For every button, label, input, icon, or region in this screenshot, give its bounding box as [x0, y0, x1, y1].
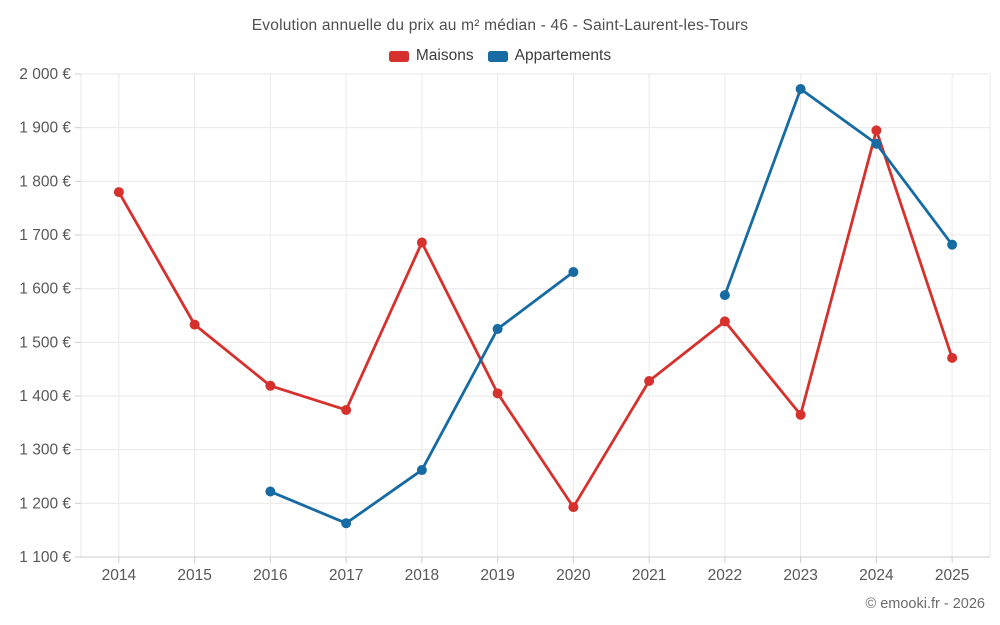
y-tick-label: 1 100 €: [19, 549, 71, 566]
data-point-appartements-2025[interactable]: [947, 239, 958, 250]
x-tick-label: 2021: [632, 567, 666, 584]
y-tick-label: 1 800 €: [19, 173, 71, 190]
legend-label-appartements: Appartements: [514, 47, 612, 64]
x-tick-label: 2017: [329, 567, 363, 584]
x-tick-label: 2019: [480, 567, 514, 584]
data-point-maisons-2018[interactable]: [416, 237, 427, 248]
data-point-appartements-2023[interactable]: [795, 84, 806, 95]
series-line-maisons: [117, 128, 954, 509]
y-tick-label: 1 500 €: [19, 334, 71, 351]
data-point-maisons-2022[interactable]: [719, 316, 730, 327]
data-point-appartements-2016[interactable]: [265, 486, 276, 497]
y-tick-label: 1 200 €: [19, 495, 71, 512]
legend-item-maisons[interactable]: Maisons: [388, 47, 474, 65]
chart-title: Evolution annuelle du prix au m² médian …: [251, 17, 749, 34]
y-tick-label: 2 000 €: [19, 66, 71, 83]
data-point-maisons-2014[interactable]: [113, 187, 124, 198]
data-point-appartements-2022[interactable]: [719, 290, 730, 301]
data-point-maisons-2017[interactable]: [341, 404, 352, 415]
x-tick-label: 2025: [935, 567, 969, 584]
data-point-appartements-2020[interactable]: [568, 267, 579, 278]
data-point-appartements-2024[interactable]: [871, 138, 882, 149]
data-point-maisons-2020[interactable]: [568, 502, 579, 513]
copyright-footer: © emooki.fr - 2026: [865, 596, 985, 612]
x-tick-label: 2014: [102, 567, 137, 584]
x-tick-label: 2024: [859, 567, 894, 584]
y-tick-label: 1 600 €: [19, 281, 71, 298]
data-point-maisons-2015[interactable]: [189, 319, 200, 330]
legend-label-maisons: Maisons: [415, 47, 474, 64]
y-tick-label: 1 300 €: [19, 442, 71, 459]
x-tick-label: 2016: [253, 567, 287, 584]
data-point-maisons-2024[interactable]: [871, 125, 882, 136]
x-tick-label: 2020: [556, 567, 591, 584]
data-point-maisons-2025[interactable]: [947, 352, 958, 363]
data-point-appartements-2018[interactable]: [416, 465, 427, 476]
y-tick-label: 1 400 €: [19, 388, 71, 405]
x-tick-label: 2018: [405, 567, 439, 584]
y-tick-label: 1 900 €: [19, 120, 71, 137]
data-point-appartements-2017[interactable]: [341, 518, 352, 529]
data-point-maisons-2021[interactable]: [644, 375, 655, 386]
appartements-swatch-icon: [487, 50, 508, 62]
data-point-appartements-2019[interactable]: [492, 323, 503, 334]
maisons-swatch-icon: [388, 50, 409, 62]
data-point-maisons-2023[interactable]: [795, 409, 806, 420]
legend-item-appartements[interactable]: Appartements: [487, 47, 612, 65]
x-tick-label: 2015: [177, 567, 211, 584]
data-point-maisons-2016[interactable]: [265, 380, 276, 391]
data-point-maisons-2019[interactable]: [492, 388, 503, 399]
y-tick-label: 1 700 €: [19, 227, 71, 244]
x-tick-label: 2023: [783, 567, 817, 584]
legend: Maisons Appartements: [0, 47, 1000, 65]
x-tick-label: 2022: [708, 567, 742, 584]
series-line-appartements: [723, 87, 954, 297]
